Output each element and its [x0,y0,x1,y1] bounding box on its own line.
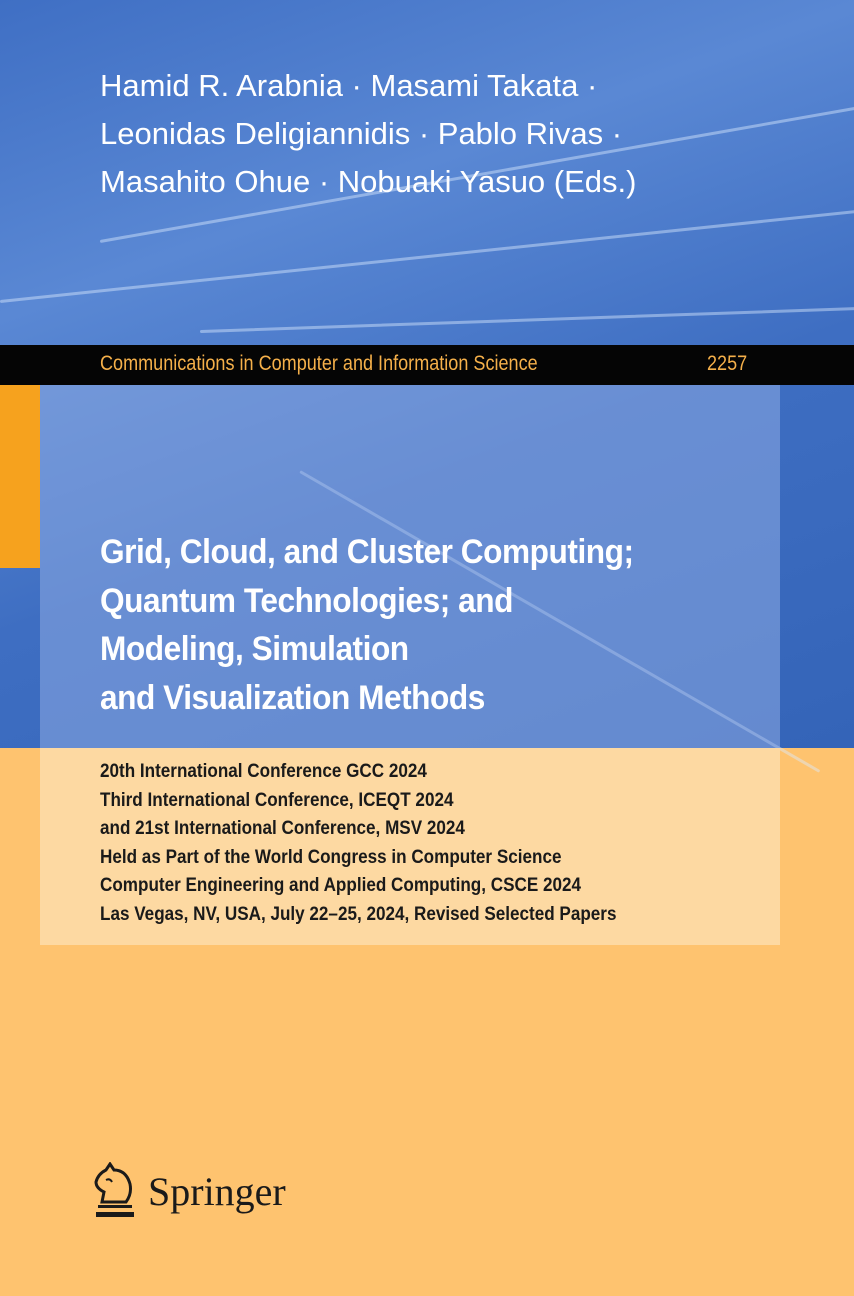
subtitle-line: 20th International Conference GCC 2024 [100,761,427,782]
subtitle-line: Computer Engineering and Applied Computi… [100,875,582,896]
title-panel [40,385,780,748]
author-line: Leonidas Deligiannidis · Pablo Rivas · [100,116,623,151]
decorative-streak [0,205,854,303]
book-subtitle: 20th International Conference GCC 2024 T… [100,758,616,929]
publisher-name: Springer [148,1168,286,1214]
author-line: Masahito Ohue · Nobuaki Yasuo (Eds.) [100,164,637,199]
title-line: and Visualization Methods [100,678,485,717]
accent-strip [0,385,40,568]
subtitle-line: and 21st International Conference, MSV 2… [100,818,465,839]
series-band [0,345,854,385]
title-line: Quantum Technologies; and [100,581,513,620]
publisher-logo: Springer [92,1162,286,1220]
decorative-streak [199,305,854,333]
knight-chess-piece-icon [94,1162,134,1217]
subtitle-panel [40,748,780,945]
subtitle-line: Held as Part of the World Congress in Co… [100,846,562,868]
series-volume: 2257 [707,352,748,375]
title-line: Modeling, Simulation [100,630,409,668]
authors: Hamid R. Arabnia · Masami Takata · Leoni… [100,62,636,206]
book-title: Grid, Cloud, and Cluster Computing; Quan… [100,528,634,722]
subtitle-line: Las Vegas, NV, USA, July 22–25, 2024, Re… [100,903,617,925]
author-line: Hamid R. Arabnia · Masami Takata · [100,68,598,103]
title-line: Grid, Cloud, and Cluster Computing; [100,533,634,571]
series-name: Communications in Computer and Informati… [100,352,538,375]
subtitle-line: Third International Conference, ICEQT 20… [100,789,454,811]
